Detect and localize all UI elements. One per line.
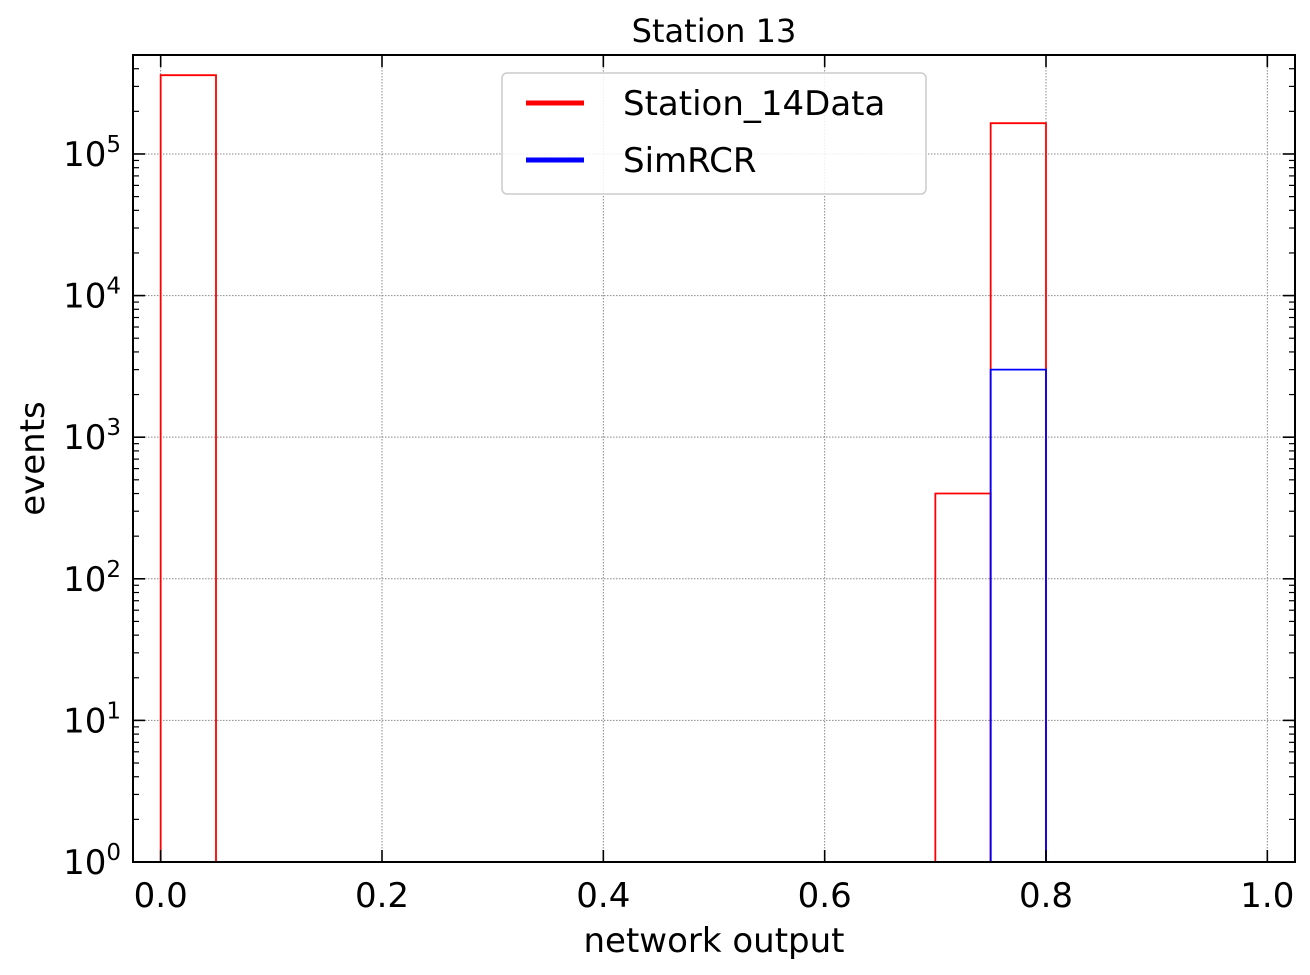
legend-label: SimRCR	[623, 141, 756, 181]
legend: Station_14Data SimRCR	[501, 72, 927, 195]
histogram-bar-simrcr	[989, 368, 1047, 862]
axis-ticks: 0.0 0.2 0.4 0.6 0.8 1.0 100 101 102 103 104 105	[63, 54, 1295, 916]
x-tick-label: 0.8	[1019, 876, 1073, 916]
y-tick-label: 101	[63, 698, 121, 741]
y-tick-label: 105	[63, 132, 121, 175]
y-axis-label: events	[13, 401, 53, 516]
legend-label: Station_14Data	[623, 84, 885, 124]
y-tick-label: 102	[63, 557, 121, 600]
x-tick-label: 1.0	[1240, 876, 1294, 916]
chart-title: Station 13	[632, 12, 797, 50]
x-axis-label: network output	[583, 921, 844, 961]
y-tick-label: 103	[63, 415, 121, 458]
x-tick-label: 0.0	[134, 876, 188, 916]
x-tick-label: 0.6	[798, 876, 852, 916]
histogram-bars	[159, 74, 1047, 862]
legend-box	[501, 72, 927, 195]
y-tick-label: 100	[63, 840, 121, 883]
x-tick-label: 0.4	[576, 876, 630, 916]
x-tick-label: 0.2	[355, 876, 409, 916]
y-tick-label: 104	[63, 274, 121, 317]
plot-frame	[132, 54, 1296, 863]
histogram-bar-station-14data	[159, 74, 217, 862]
